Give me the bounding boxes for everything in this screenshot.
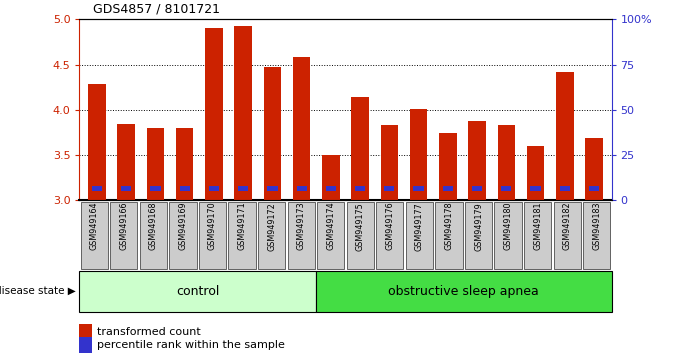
Bar (92, 186, 102, 191)
Text: GSM949176: GSM949176 (386, 202, 395, 250)
Bar (589, 186, 599, 191)
Bar (209, 186, 219, 191)
Bar (264, 67, 281, 200)
Bar (443, 186, 453, 191)
Bar (556, 72, 574, 200)
Bar (560, 186, 570, 191)
Bar (468, 121, 486, 200)
Bar (267, 186, 278, 191)
Text: GSM949175: GSM949175 (356, 202, 365, 251)
Text: GSM949172: GSM949172 (267, 202, 276, 251)
Bar (121, 186, 131, 191)
Text: obstructive sleep apnea: obstructive sleep apnea (388, 285, 539, 298)
Bar (234, 26, 252, 200)
Bar (355, 186, 366, 191)
Text: GSM949177: GSM949177 (415, 202, 424, 251)
Bar (325, 186, 336, 191)
Bar (413, 186, 424, 191)
Bar (117, 124, 135, 200)
Bar (410, 109, 427, 200)
Bar (296, 186, 307, 191)
Text: control: control (176, 285, 219, 298)
Text: GSM949164: GSM949164 (90, 202, 99, 250)
Bar (146, 128, 164, 200)
Bar (293, 57, 310, 200)
Bar (384, 186, 395, 191)
Bar (527, 146, 545, 200)
Bar (88, 85, 106, 200)
Text: GSM949182: GSM949182 (562, 202, 571, 250)
Bar (472, 186, 482, 191)
Bar (180, 186, 190, 191)
Bar (351, 97, 369, 200)
Bar (205, 28, 223, 200)
Text: GSM949181: GSM949181 (533, 202, 542, 250)
Text: GSM949171: GSM949171 (238, 202, 247, 250)
Text: GSM949179: GSM949179 (474, 202, 483, 251)
Text: GSM949168: GSM949168 (149, 202, 158, 250)
Text: GDS4857 / 8101721: GDS4857 / 8101721 (93, 3, 220, 16)
Bar (585, 138, 603, 200)
Text: GSM949166: GSM949166 (120, 202, 129, 250)
Text: GSM949173: GSM949173 (296, 202, 305, 250)
Bar (498, 125, 515, 200)
Text: percentile rank within the sample: percentile rank within the sample (97, 340, 285, 350)
Text: transformed count: transformed count (97, 327, 201, 337)
Bar (176, 128, 193, 200)
Bar (322, 155, 340, 200)
Text: GSM949174: GSM949174 (326, 202, 335, 250)
Bar (531, 186, 540, 191)
Text: GSM949183: GSM949183 (592, 202, 601, 250)
Text: GSM949178: GSM949178 (444, 202, 453, 250)
Bar (238, 186, 248, 191)
Text: disease state ▶: disease state ▶ (0, 286, 76, 296)
Bar (439, 133, 457, 200)
Text: GSM949170: GSM949170 (208, 202, 217, 250)
Text: GSM949180: GSM949180 (504, 202, 513, 250)
Bar (151, 186, 160, 191)
Bar (501, 186, 511, 191)
Text: GSM949169: GSM949169 (178, 202, 187, 250)
Bar (381, 125, 398, 200)
